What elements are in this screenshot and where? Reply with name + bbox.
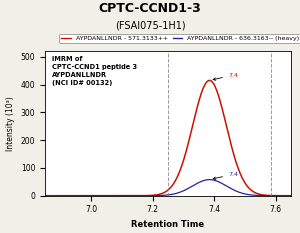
Text: 7.4: 7.4 bbox=[213, 73, 238, 80]
Text: CPTC-CCND1-3: CPTC-CCND1-3 bbox=[99, 2, 201, 15]
Y-axis label: Intensity (10³): Intensity (10³) bbox=[6, 96, 15, 151]
Legend: AYPDANLLNDR - 571.3133++, AYPDANLLNDR - 636.3163-- (heavy): AYPDANLLNDR - 571.3133++, AYPDANLLNDR - … bbox=[59, 34, 300, 43]
Text: (FSAI075-1H1): (FSAI075-1H1) bbox=[115, 21, 185, 31]
Text: iMRM of
CPTC-CCND1 peptide 3
AYPDANLLNDR
(NCI ID# 00132): iMRM of CPTC-CCND1 peptide 3 AYPDANLLNDR… bbox=[52, 56, 137, 86]
X-axis label: Retention Time: Retention Time bbox=[131, 220, 205, 229]
Text: 7.4: 7.4 bbox=[213, 172, 238, 179]
